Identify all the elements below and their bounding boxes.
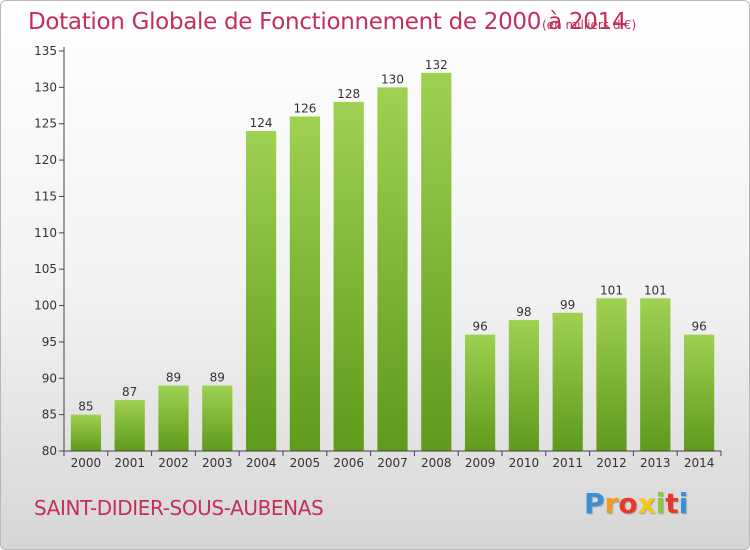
bar-value-label: 87 bbox=[122, 385, 137, 399]
bar-value-label: 99 bbox=[560, 298, 575, 312]
x-tick-label: 2011 bbox=[552, 456, 583, 470]
bar-value-label: 89 bbox=[166, 371, 181, 385]
bar-2006[interactable] bbox=[333, 101, 364, 451]
bar-value-label: 124 bbox=[250, 116, 273, 130]
bar-value-label: 132 bbox=[425, 58, 448, 72]
y-tick-label: 95 bbox=[42, 335, 57, 349]
bar-value-label: 89 bbox=[210, 371, 225, 385]
chart-unit-note: (en milliers d'€) bbox=[542, 18, 637, 32]
y-tick-label: 110 bbox=[34, 226, 57, 240]
bars: 85 87 89 89 124 126 128 130 132 96 98 99 101 101 96 bbox=[70, 58, 715, 452]
x-tick-label: 2001 bbox=[114, 456, 145, 470]
bar-value-label: 126 bbox=[293, 101, 316, 115]
logo-letter: x bbox=[637, 487, 656, 520]
x-tick-label: 2008 bbox=[421, 456, 452, 470]
chart-title: Dotation Globale de Fonctionnement de 20… bbox=[28, 9, 627, 35]
y-tick-label: 90 bbox=[42, 371, 57, 385]
bar-value-label: 101 bbox=[644, 283, 667, 297]
x-tick-label: 2000 bbox=[71, 456, 102, 470]
y-tick-label: 125 bbox=[34, 117, 57, 131]
y-tick-label: 100 bbox=[34, 299, 57, 313]
logo-letter: i bbox=[678, 487, 689, 520]
bar-2003[interactable] bbox=[202, 385, 233, 451]
bar-value-label: 85 bbox=[78, 400, 93, 414]
logo-letter: i bbox=[655, 487, 666, 520]
bar-value-label: 130 bbox=[381, 72, 404, 86]
bar-2011[interactable] bbox=[552, 312, 583, 451]
y-tick-label: 135 bbox=[34, 44, 57, 58]
bar-value-label: 101 bbox=[600, 283, 623, 297]
x-tick-label: 2004 bbox=[246, 456, 277, 470]
bar-2010[interactable] bbox=[508, 320, 540, 451]
x-tick-label: 2002 bbox=[158, 456, 189, 470]
x-tick-label: 2010 bbox=[509, 456, 540, 470]
y-tick-label: 80 bbox=[42, 444, 57, 458]
logo-letter: o bbox=[618, 487, 638, 520]
logo-letter: r bbox=[604, 487, 619, 520]
y-tick-label: 105 bbox=[34, 262, 57, 276]
bar-2007[interactable] bbox=[377, 87, 408, 451]
logo-letter: t bbox=[665, 487, 679, 520]
bar-2009[interactable] bbox=[464, 334, 496, 451]
x-tick-label: 2006 bbox=[333, 456, 364, 470]
y-axis: 80 85 90 95 100 105 110 115 120 125 130 135 bbox=[34, 44, 65, 458]
bar-2008[interactable] bbox=[421, 72, 452, 452]
bar-value-label: 128 bbox=[337, 87, 360, 101]
bar-2004[interactable] bbox=[245, 131, 277, 451]
bar-value-label: 96 bbox=[691, 320, 706, 334]
x-tick-label: 2009 bbox=[465, 456, 496, 470]
x-tick-label: 2003 bbox=[202, 456, 233, 470]
commune-name: SAINT-DIDIER-SOUS-AUBENAS bbox=[34, 496, 324, 520]
bar-2012[interactable] bbox=[596, 298, 627, 451]
y-tick-label: 115 bbox=[34, 189, 57, 203]
y-tick-label: 85 bbox=[42, 408, 57, 422]
logo-letter: P bbox=[584, 487, 605, 520]
bar-2000[interactable] bbox=[70, 414, 102, 451]
bar-2005[interactable] bbox=[289, 116, 321, 452]
x-axis: 2000 2001 2002 2003 2004 2005 2006 2007 2008 2009… bbox=[63, 450, 722, 470]
x-tick-label: 2012 bbox=[596, 456, 627, 470]
y-tick-label: 130 bbox=[34, 80, 57, 94]
bar-2002[interactable] bbox=[158, 385, 189, 451]
bar-2013[interactable] bbox=[640, 298, 671, 451]
x-tick-label: 2005 bbox=[290, 456, 321, 470]
bar-2014[interactable] bbox=[683, 334, 715, 451]
x-tick-label: 2007 bbox=[377, 456, 408, 470]
bar-value-label: 96 bbox=[472, 320, 487, 334]
proxiti-logo[interactable]: Proxiti bbox=[584, 487, 688, 520]
y-tick-label: 120 bbox=[34, 153, 57, 167]
x-tick-label: 2013 bbox=[640, 456, 671, 470]
x-tick-label: 2014 bbox=[684, 456, 715, 470]
bar-2001[interactable] bbox=[114, 400, 145, 451]
bar-value-label: 98 bbox=[516, 305, 531, 319]
